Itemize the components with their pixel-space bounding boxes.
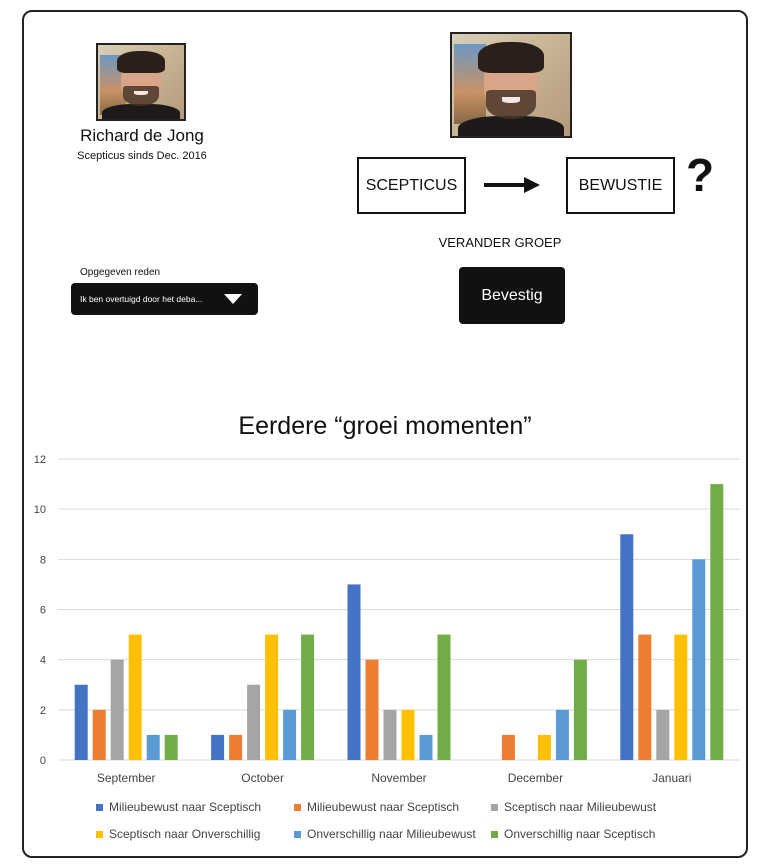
x-tick-label: December bbox=[508, 771, 563, 785]
group-change-photo bbox=[450, 32, 572, 138]
x-tick-label: November bbox=[371, 771, 426, 785]
bar bbox=[128, 634, 142, 760]
bar bbox=[656, 709, 670, 760]
legend-swatch bbox=[294, 830, 301, 838]
bar bbox=[265, 634, 279, 760]
legend-swatch bbox=[96, 803, 103, 811]
bar bbox=[710, 484, 724, 760]
profile-photo bbox=[96, 43, 186, 121]
bar bbox=[620, 534, 634, 760]
legend-label: Sceptisch naar Onverschillig bbox=[109, 827, 261, 841]
bar bbox=[573, 659, 587, 760]
change-group-label: VERANDER GROEP bbox=[438, 235, 562, 250]
person-since: Scepticus sinds Dec. 2016 bbox=[77, 150, 207, 162]
y-tick-label: 4 bbox=[40, 655, 46, 667]
legend-item: Milieubewust naar Sceptisch bbox=[294, 800, 459, 814]
bar bbox=[674, 634, 688, 760]
legend-item: Sceptisch naar Milieubewust bbox=[491, 800, 656, 814]
bar bbox=[419, 734, 433, 760]
chevron-down-icon[interactable] bbox=[224, 294, 242, 304]
bar bbox=[537, 734, 551, 760]
x-tick-label: Januari bbox=[652, 771, 691, 785]
reason-dropdown[interactable]: Ik ben overtuigd door het deba... bbox=[71, 283, 258, 315]
bar bbox=[247, 684, 261, 760]
growth-moments-chart: 0 2 4 6 8 10 12 September October November Decembe… bbox=[34, 454, 740, 785]
bar bbox=[555, 709, 569, 760]
legend-item: Onverschillig naar Sceptisch bbox=[491, 827, 655, 841]
bar bbox=[301, 634, 315, 760]
bar bbox=[501, 734, 515, 760]
reason-selected-value: Ik ben overtuigd door het deba... bbox=[80, 294, 203, 304]
legend-label: Milieubewust naar Sceptisch bbox=[109, 800, 262, 814]
bar bbox=[146, 734, 160, 760]
x-tick-label: October bbox=[241, 771, 284, 785]
legend-label: Onverschillig naar Milieubewust bbox=[307, 827, 476, 841]
bar bbox=[74, 684, 88, 760]
chart-title: Eerdere “groei momenten” bbox=[238, 412, 532, 440]
bar bbox=[638, 634, 652, 760]
bar bbox=[401, 709, 415, 760]
bar bbox=[365, 659, 379, 760]
legend-label: Sceptisch naar Milieubewust bbox=[504, 800, 657, 814]
y-tick-label: 6 bbox=[40, 605, 46, 617]
y-tick-label: 10 bbox=[34, 504, 46, 516]
bar bbox=[283, 709, 297, 760]
confirm-button[interactable]: Bevestig bbox=[459, 267, 565, 324]
bar bbox=[92, 709, 106, 760]
y-tick-label: 0 bbox=[40, 755, 46, 767]
bar bbox=[110, 659, 124, 760]
x-tick-label: September bbox=[97, 771, 156, 785]
legend-swatch bbox=[294, 803, 301, 811]
bar bbox=[347, 584, 361, 760]
legend-item: Onverschillig naar Milieubewust bbox=[294, 827, 476, 841]
legend-swatch bbox=[491, 830, 498, 838]
y-tick-label: 2 bbox=[40, 705, 46, 717]
bar bbox=[383, 709, 397, 760]
person-name: Richard de Jong bbox=[80, 126, 204, 145]
reason-label: Opgegeven reden bbox=[80, 267, 161, 278]
arrow-right-icon bbox=[484, 177, 540, 193]
bar bbox=[211, 734, 225, 760]
bar bbox=[437, 634, 451, 760]
legend-label: Milieubewust naar Sceptisch bbox=[307, 800, 460, 814]
legend-item: Milieubewust naar Sceptisch bbox=[96, 800, 261, 814]
legend-item: Sceptisch naar Onverschillig bbox=[96, 827, 260, 841]
legend-swatch bbox=[96, 830, 103, 838]
target-group-box[interactable]: BEWUSTIE bbox=[566, 157, 675, 214]
legend-label: Onverschillig naar Sceptisch bbox=[504, 827, 656, 841]
legend-swatch bbox=[491, 803, 498, 811]
bar bbox=[229, 734, 243, 760]
y-tick-label: 8 bbox=[40, 554, 46, 566]
bar bbox=[164, 734, 178, 760]
question-mark: ? bbox=[686, 149, 715, 201]
y-tick-label: 12 bbox=[34, 454, 46, 466]
bar bbox=[692, 559, 706, 760]
current-group-box: SCEPTICUS bbox=[357, 157, 466, 214]
